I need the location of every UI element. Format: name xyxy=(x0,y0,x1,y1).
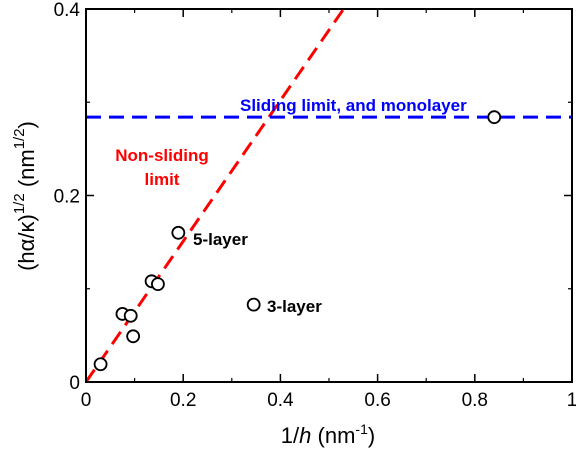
x-tick-label: 0.2 xyxy=(170,390,196,411)
data-point xyxy=(246,297,261,312)
data-point xyxy=(123,308,138,323)
x-tick-label: 1 xyxy=(567,390,576,411)
annotation-sliding-limit: Sliding limit, and monolayer xyxy=(240,96,467,115)
data-point xyxy=(171,225,186,240)
data-point xyxy=(126,329,141,344)
annotation-non-sliding: Non-sliding xyxy=(115,146,208,165)
y-tick-label: 0 xyxy=(69,373,80,394)
x-axis-title: 1/h (nm-1) xyxy=(281,421,375,448)
data-point xyxy=(487,110,502,125)
plot-frame xyxy=(85,8,573,383)
x-tick-label: 0 xyxy=(81,390,92,411)
annotation-5-layer: 5-layer xyxy=(193,230,248,249)
dashed-line-0 xyxy=(84,8,345,383)
data-point xyxy=(151,277,165,291)
x-tick-label: 0.8 xyxy=(462,390,488,411)
x-tick-label: 0.6 xyxy=(364,390,390,411)
y-tick-label: 0.2 xyxy=(54,187,80,208)
y-tick-label: 0.4 xyxy=(54,0,81,21)
annotation-limit: limit xyxy=(145,170,180,189)
annotation-3-layer: 3-layer xyxy=(267,297,322,316)
y-axis-title: (hα/κ)1/2 (nm1/2) xyxy=(11,121,39,271)
data-point xyxy=(93,357,108,372)
x-tick-label: 0.4 xyxy=(267,390,294,411)
